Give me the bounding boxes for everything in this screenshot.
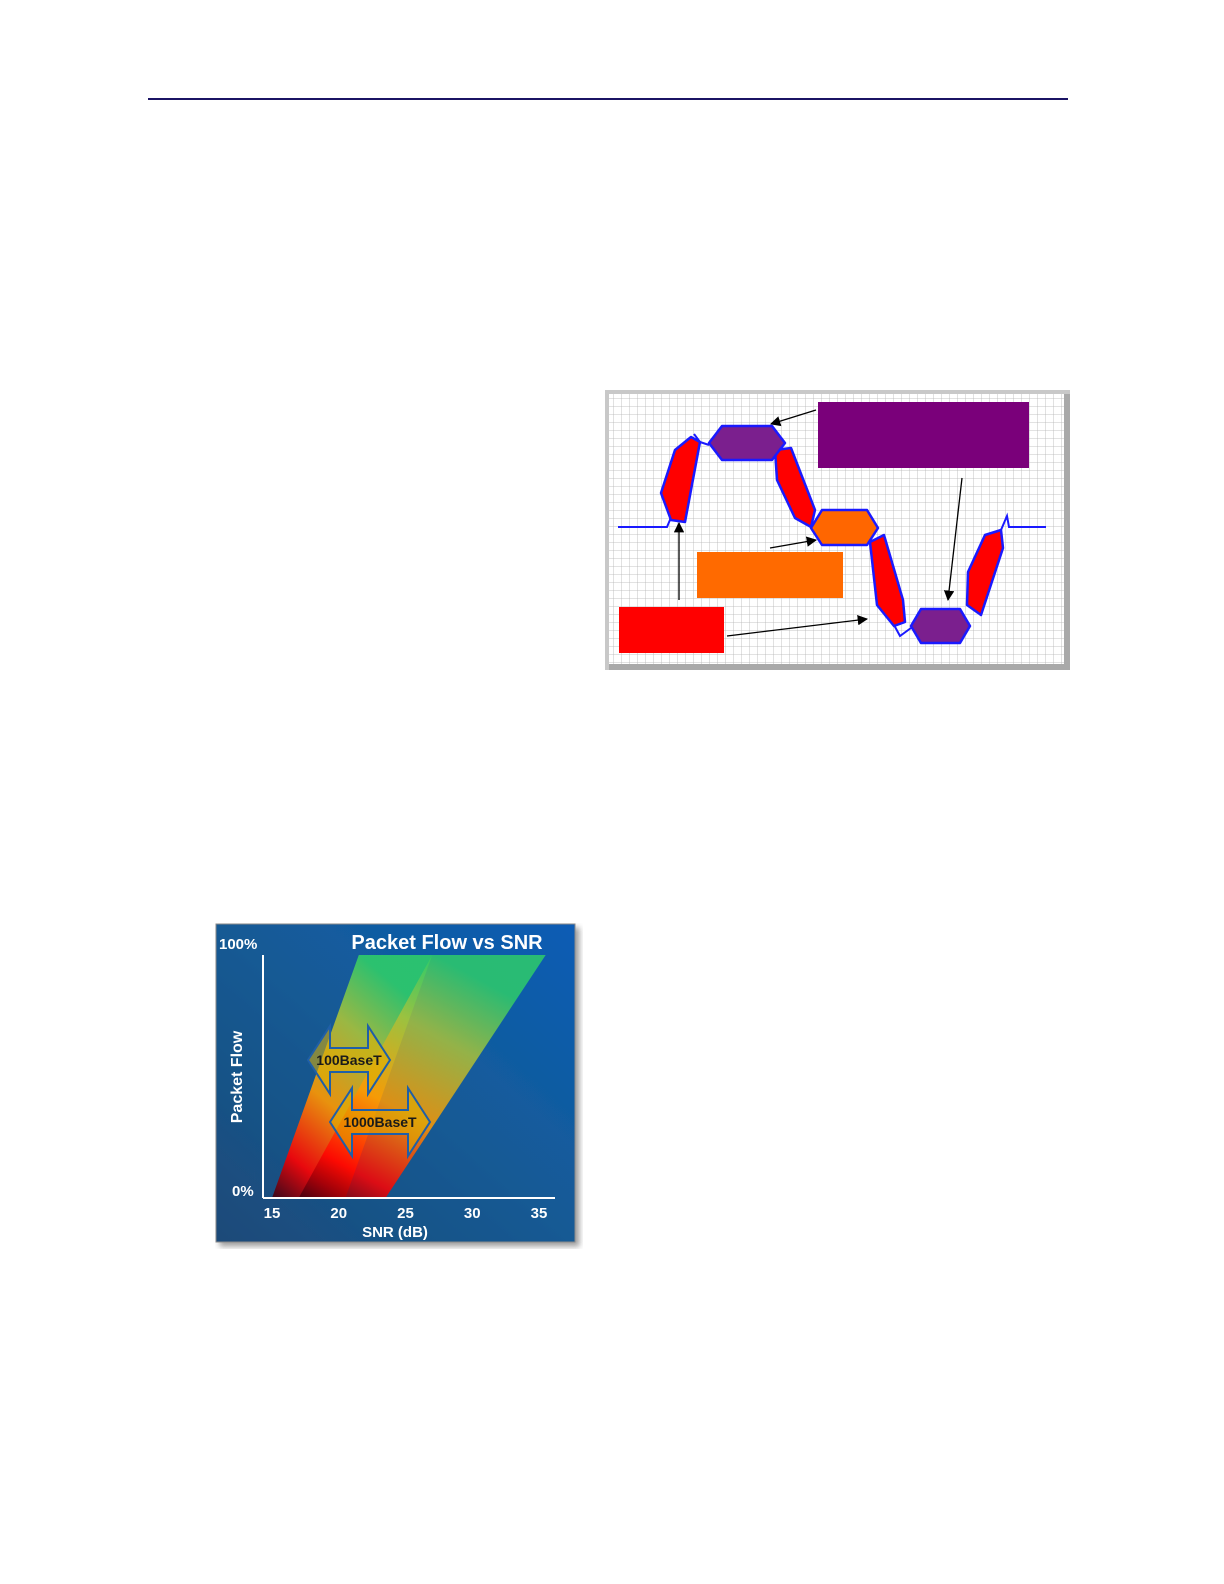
- y-tick-top: 100%: [219, 936, 257, 953]
- double-arrow-1000baset: [328, 1084, 432, 1160]
- band-1000baset: [298, 955, 546, 1198]
- transition-rising-2: [965, 528, 1005, 617]
- y-axis-label: Packet Flow: [229, 1030, 246, 1123]
- chart-bands: [272, 955, 546, 1198]
- signal-trace-bottom: [893, 624, 912, 638]
- high-level-eye: [707, 424, 787, 462]
- callout-red: [619, 607, 724, 653]
- x-tick-25: 25: [397, 1205, 414, 1222]
- series-label-1000baset: 1000BaseT: [343, 1114, 417, 1130]
- double-arrow-100baset: [306, 1022, 392, 1098]
- arrow-purple-to-high: [770, 409, 817, 427]
- signal-trace-right: [1000, 512, 1046, 531]
- chart-arrows: 100BaseT 1000BaseT: [306, 1022, 432, 1160]
- y-tick-bottom: 0%: [232, 1183, 254, 1200]
- transition-rising-1: [659, 435, 702, 524]
- header-rule: [148, 98, 1068, 100]
- callout-purple: [818, 402, 1029, 468]
- callout-orange: [697, 552, 843, 598]
- series-label-100baset: 100BaseT: [316, 1052, 382, 1068]
- x-tick-30: 30: [464, 1205, 481, 1222]
- arrow-red-to-fall: [726, 614, 869, 637]
- low-level-eye: [909, 607, 972, 645]
- mid-level-eye: [809, 508, 880, 547]
- eye-diagram-figure: [605, 390, 1070, 670]
- chart-title: Packet Flow vs SNR: [351, 932, 543, 954]
- x-tick-35: 35: [531, 1205, 548, 1222]
- x-tick-20: 20: [330, 1205, 347, 1222]
- transition-falling-2: [868, 533, 907, 628]
- packet-flow-chart: 100BaseT 1000BaseT 15 20 25 30 35 Packet Flow…: [215, 923, 576, 1243]
- x-axis-label: SNR (dB): [362, 1224, 428, 1241]
- x-tick-labels: 15 20 25 30 35: [264, 1205, 548, 1222]
- arrow-orange-to-mid: [769, 536, 818, 549]
- band-100baset: [272, 955, 433, 1198]
- x-tick-15: 15: [264, 1205, 281, 1222]
- arrow-purple-to-low: [943, 477, 963, 602]
